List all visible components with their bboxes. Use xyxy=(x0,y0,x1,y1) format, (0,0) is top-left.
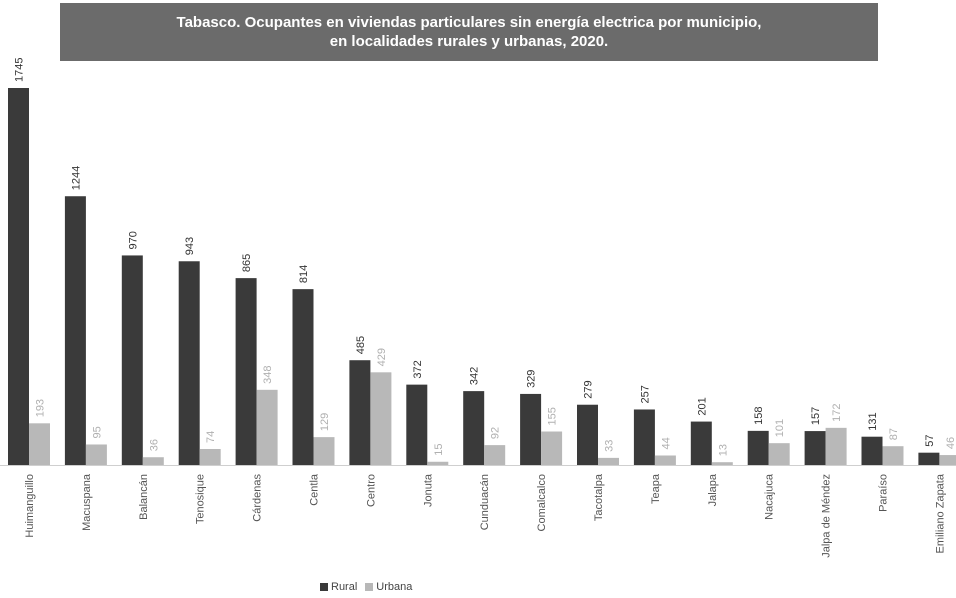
bar-rural-7 xyxy=(406,384,428,465)
bar-rural-6 xyxy=(349,360,371,465)
category-label-5: Centla xyxy=(309,473,321,506)
data-label-urbana-7: 15 xyxy=(433,444,445,456)
data-label-urbana-10: 33 xyxy=(604,440,616,452)
data-label-urbana-6: 429 xyxy=(376,348,388,366)
data-label-rural-9: 329 xyxy=(526,370,538,388)
data-label-urbana-12: 13 xyxy=(717,444,729,456)
bar-rural-10 xyxy=(577,404,598,465)
data-label-rural-2: 970 xyxy=(127,231,139,249)
bar-rural-4 xyxy=(235,278,257,465)
bar-urbana-13 xyxy=(768,443,790,465)
bar-urbana-0 xyxy=(29,423,50,465)
bar-rural-12 xyxy=(690,421,712,465)
data-label-rural-7: 372 xyxy=(412,360,424,378)
category-label-9: Comalcalco xyxy=(536,474,548,531)
bar-urbana-4 xyxy=(256,389,278,465)
data-label-rural-16: 57 xyxy=(924,434,936,446)
category-label-3: Tenosique xyxy=(195,474,207,524)
data-label-rural-11: 257 xyxy=(639,385,651,403)
data-label-urbana-0: 193 xyxy=(35,399,47,417)
bar-urbana-1 xyxy=(85,444,107,465)
legend-swatch-rural xyxy=(320,583,328,591)
chart-title: Tabasco. Ocupantes en viviendas particul… xyxy=(60,3,878,61)
bar-urbana-11 xyxy=(654,455,676,465)
bar-rural-5 xyxy=(292,289,314,465)
data-label-rural-0: 1745 xyxy=(14,58,26,82)
category-label-12: Jalapa xyxy=(707,473,719,506)
data-label-rural-10: 279 xyxy=(583,380,595,398)
data-label-urbana-13: 101 xyxy=(774,419,786,437)
category-label-8: Cunduacán xyxy=(479,474,491,530)
data-label-urbana-8: 92 xyxy=(490,427,502,439)
bar-urbana-15 xyxy=(882,446,904,465)
data-label-rural-4: 865 xyxy=(241,254,253,272)
data-label-rural-1: 1244 xyxy=(70,166,82,190)
category-label-4: Cárdenas xyxy=(252,474,264,522)
data-label-rural-6: 485 xyxy=(355,336,367,354)
data-label-urbana-2: 36 xyxy=(148,439,160,451)
bar-urbana-16 xyxy=(939,455,956,465)
data-label-rural-14: 157 xyxy=(810,407,822,425)
data-label-urbana-11: 44 xyxy=(660,437,672,449)
category-label-0: Huimanguillo xyxy=(24,474,36,538)
bar-urbana-9 xyxy=(541,431,563,465)
data-label-urbana-16: 46 xyxy=(945,437,956,449)
bar-urbana-8 xyxy=(484,445,506,465)
bar-rural-11 xyxy=(633,409,655,465)
data-label-urbana-9: 155 xyxy=(547,407,559,425)
legend: Rural Urbana xyxy=(320,581,412,593)
bar-urbana-14 xyxy=(825,427,847,465)
category-label-1: Macuspana xyxy=(81,473,93,531)
data-label-rural-13: 158 xyxy=(753,407,765,425)
category-label-11: Teapa xyxy=(650,473,662,504)
bar-urbana-10 xyxy=(598,457,619,465)
data-label-urbana-5: 129 xyxy=(319,413,331,431)
data-label-rural-3: 943 xyxy=(184,237,196,255)
legend-item-rural: Rural xyxy=(320,581,357,593)
category-label-6: Centro xyxy=(365,474,377,507)
data-label-urbana-14: 172 xyxy=(831,403,843,421)
bar-rural-9 xyxy=(520,393,542,465)
bar-rural-0 xyxy=(8,88,29,465)
category-label-13: Nacajuca xyxy=(764,473,776,520)
bar-urbana-7 xyxy=(427,461,449,465)
category-label-10: Tacotalpa xyxy=(593,473,605,521)
bar-rural-13 xyxy=(747,430,769,465)
data-label-urbana-4: 348 xyxy=(262,365,274,383)
legend-label-urbana: Urbana xyxy=(376,581,413,593)
data-label-urbana-1: 95 xyxy=(91,426,103,438)
chart-title-line-2: en localidades rurales y urbanas, 2020. xyxy=(329,33,609,50)
bar-rural-2 xyxy=(121,255,143,465)
bar-urbana-6 xyxy=(370,372,392,465)
data-label-rural-8: 342 xyxy=(469,367,481,385)
data-label-rural-12: 201 xyxy=(696,397,708,415)
bar-urbana-3 xyxy=(199,449,221,465)
bar-urbana-2 xyxy=(142,457,164,465)
bar-rural-8 xyxy=(463,391,485,465)
bar-rural-3 xyxy=(178,261,200,465)
data-label-urbana-3: 74 xyxy=(205,431,217,443)
category-label-16: Emiliano Zapata xyxy=(934,473,946,553)
category-label-2: Balancán xyxy=(138,474,150,520)
bar-rural-1 xyxy=(64,196,86,466)
category-label-7: Jonuta xyxy=(422,473,434,507)
bar-rural-14 xyxy=(804,431,826,465)
bar-rural-15 xyxy=(861,436,883,465)
category-label-15: Paraíso xyxy=(878,474,890,512)
chart-title-line-1: Tabasco. Ocupantes en viviendas particul… xyxy=(176,14,762,31)
legend-item-urbana: Urbana xyxy=(365,581,412,593)
legend-swatch-urbana xyxy=(365,583,374,591)
data-label-urbana-15: 87 xyxy=(888,428,900,440)
data-label-rural-15: 131 xyxy=(867,412,879,430)
bar-rural-16 xyxy=(918,452,940,465)
category-label-14: Jalpa de Méndez xyxy=(821,474,833,558)
bar-urbana-5 xyxy=(313,437,335,465)
data-label-rural-5: 814 xyxy=(298,265,310,283)
bar-urbana-12 xyxy=(711,462,733,465)
legend-label-rural: Rural xyxy=(331,581,358,593)
